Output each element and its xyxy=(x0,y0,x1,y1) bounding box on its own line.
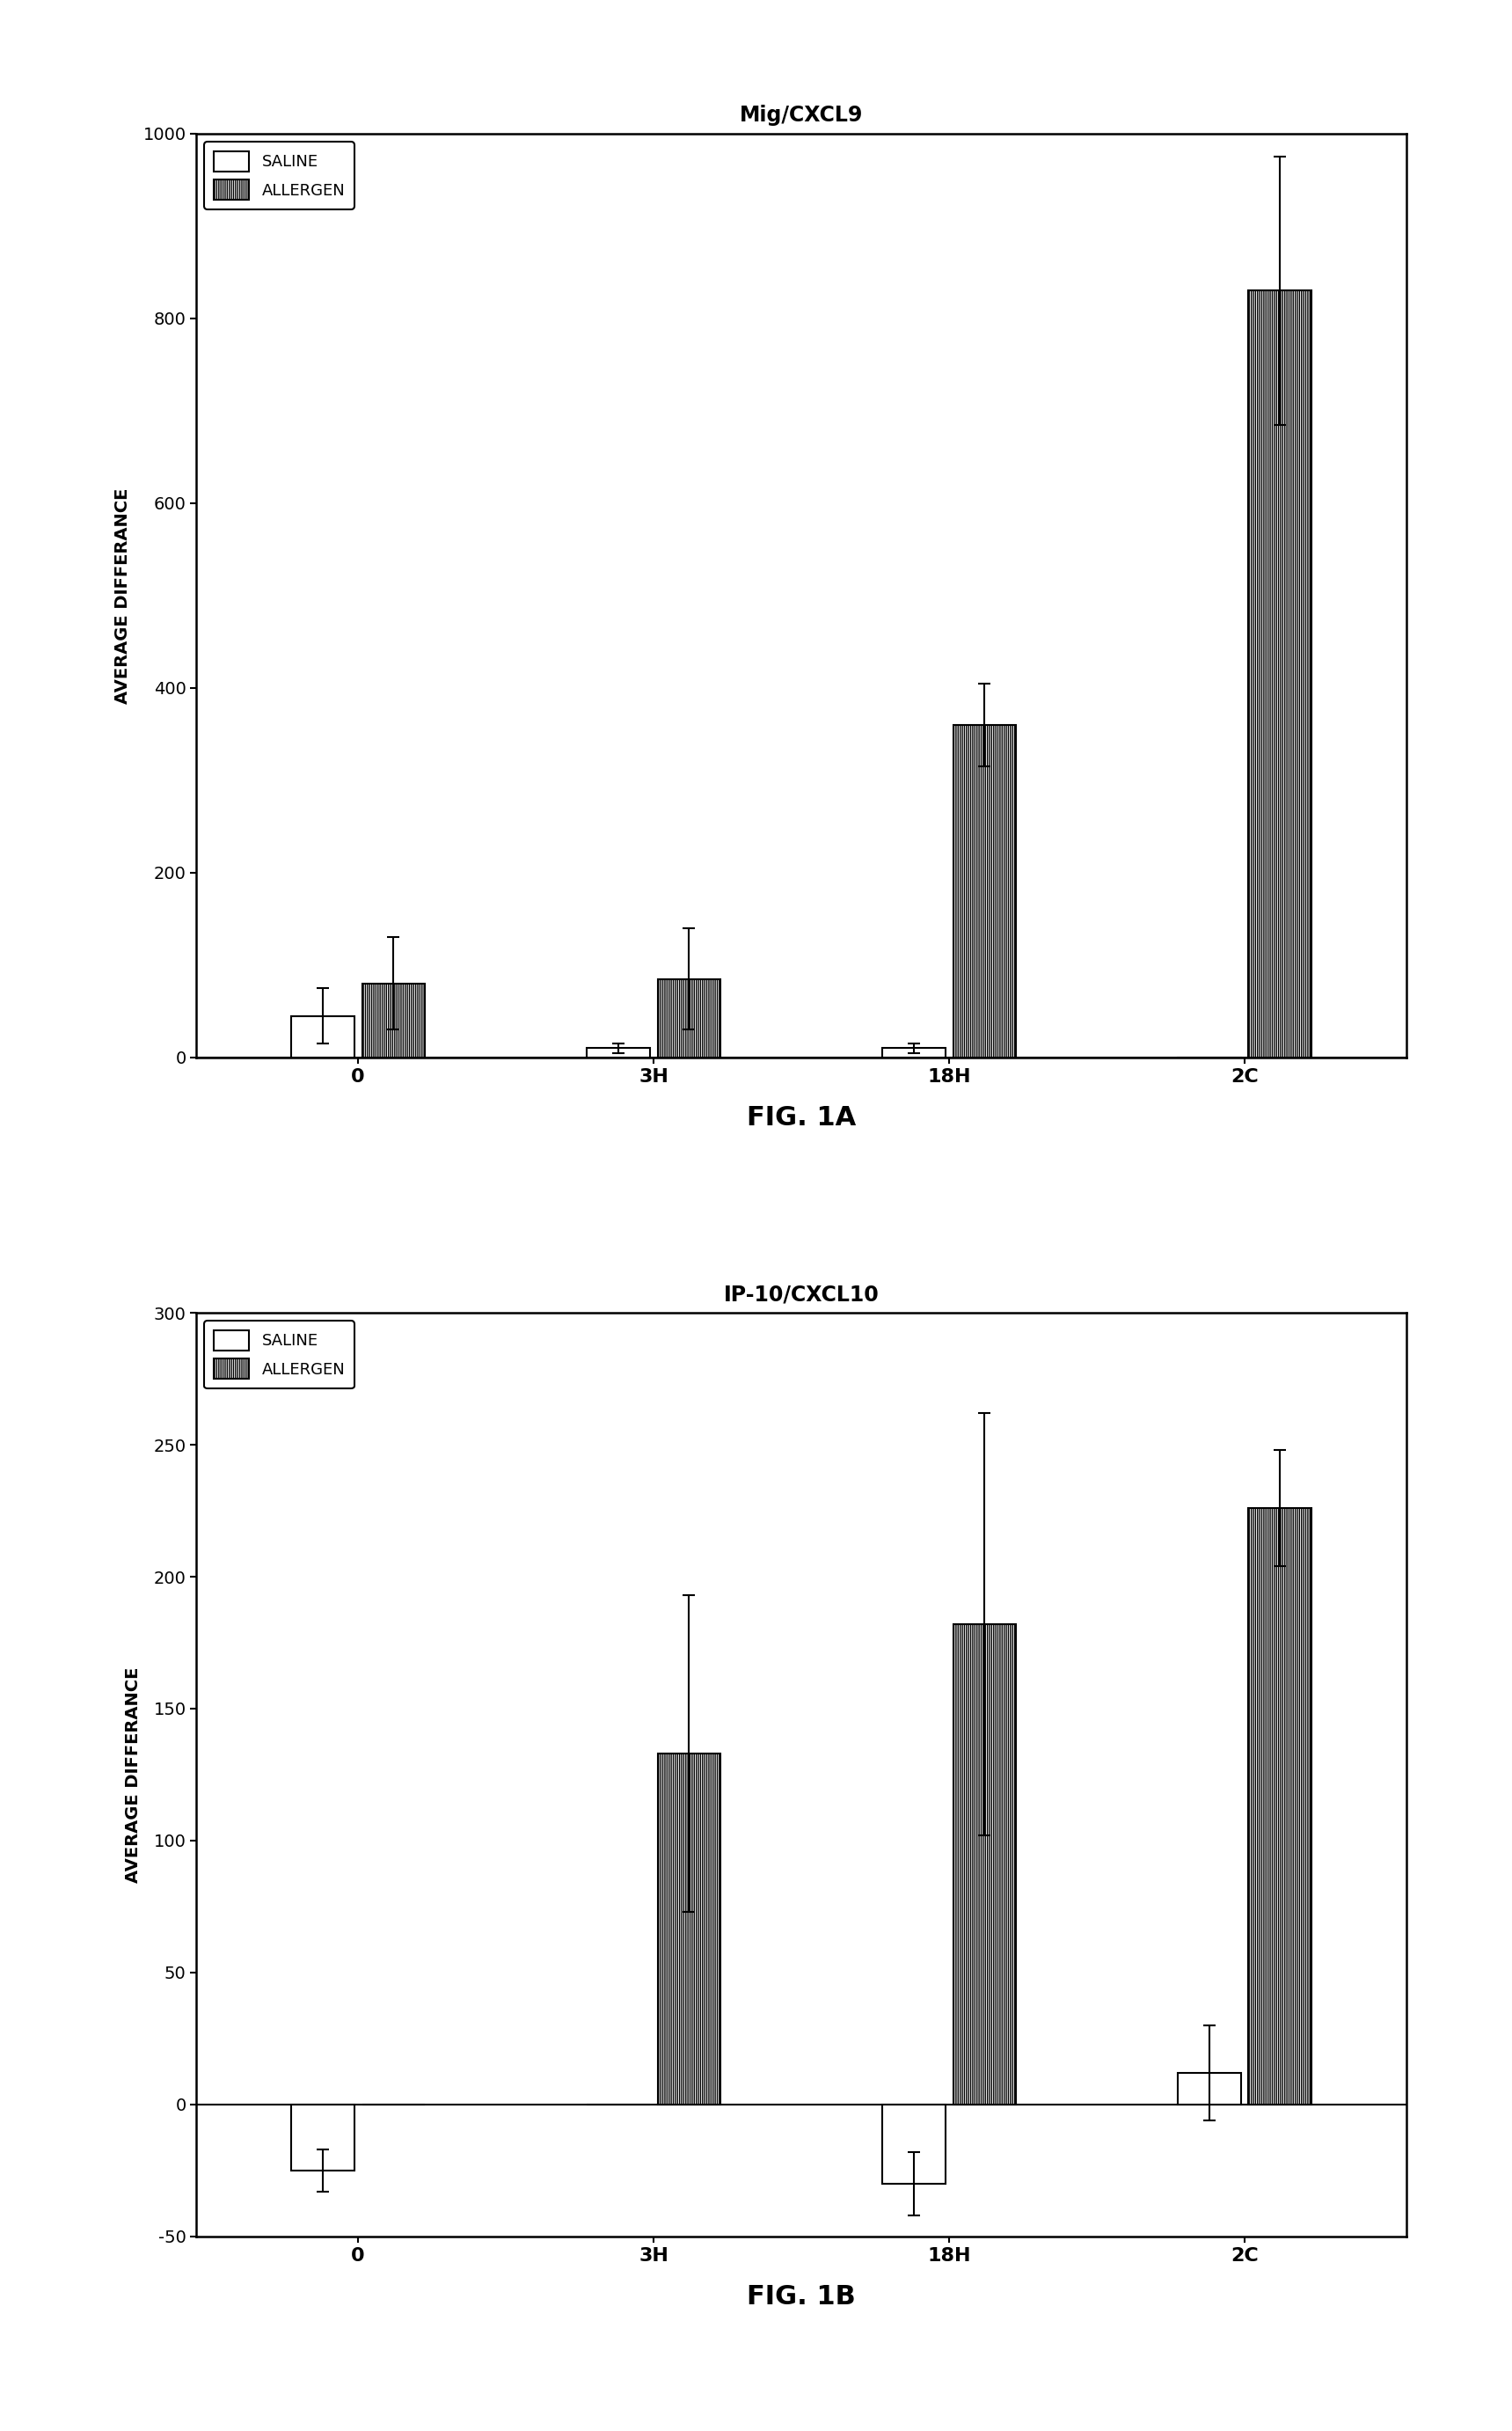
Bar xyxy=(658,980,721,1057)
Y-axis label: AVERAGE DIFFERANCE: AVERAGE DIFFERANCE xyxy=(124,1668,141,1882)
Bar xyxy=(1249,1507,1311,2105)
Bar xyxy=(361,985,425,1057)
Bar xyxy=(1249,292,1311,1057)
Title: IP-10/CXCL10: IP-10/CXCL10 xyxy=(724,1284,878,1305)
Bar xyxy=(1178,1057,1241,1072)
Y-axis label: AVERAGE DIFFERANCE: AVERAGE DIFFERANCE xyxy=(113,489,130,703)
Bar xyxy=(881,2105,945,2183)
Legend: SALINE, ALLERGEN: SALINE, ALLERGEN xyxy=(204,141,354,209)
Legend: SALINE, ALLERGEN: SALINE, ALLERGEN xyxy=(204,1320,354,1388)
X-axis label: FIG. 1A: FIG. 1A xyxy=(747,1106,856,1130)
Title: Mig/CXCL9: Mig/CXCL9 xyxy=(739,105,863,126)
Bar xyxy=(587,1048,650,1057)
Bar xyxy=(658,1753,721,2105)
Bar xyxy=(1178,2074,1241,2105)
Bar xyxy=(881,1048,945,1057)
X-axis label: FIG. 1B: FIG. 1B xyxy=(747,2285,856,2309)
Bar xyxy=(292,1016,354,1057)
Bar xyxy=(953,1624,1016,2105)
Bar xyxy=(953,724,1016,1057)
Bar xyxy=(292,2105,354,2171)
